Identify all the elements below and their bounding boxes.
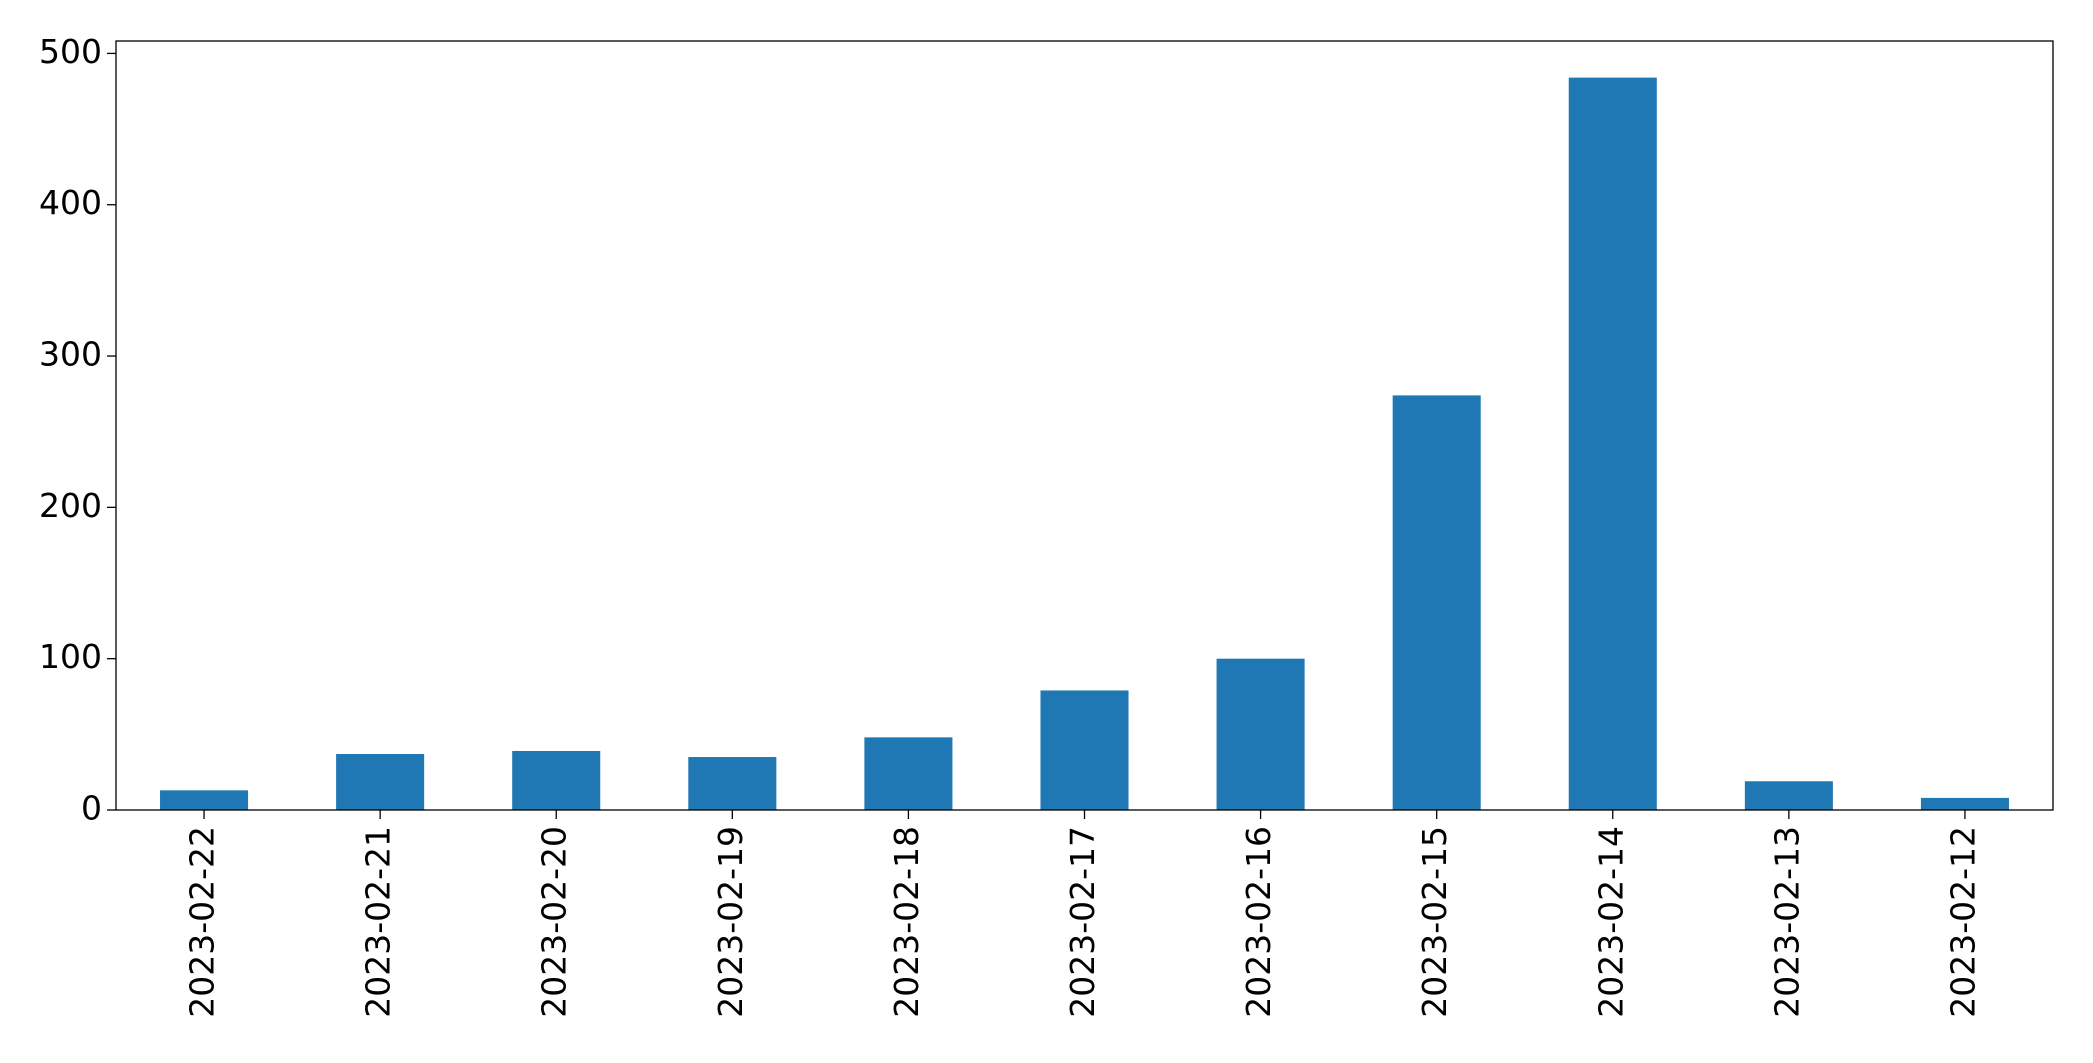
y-tick-label: 400	[39, 183, 102, 222]
y-tick-label: 500	[39, 32, 102, 71]
bar	[1040, 690, 1129, 810]
y-tick-label: 300	[39, 335, 102, 374]
y-tick-label: 200	[39, 486, 102, 525]
bar	[864, 737, 953, 810]
y-tick-label: 0	[81, 789, 102, 828]
x-tick-label: 2023-02-14	[1591, 826, 1630, 1018]
x-tick-label: 2023-02-16	[1239, 826, 1278, 1018]
bar	[688, 757, 777, 810]
bar	[1744, 781, 1833, 810]
y-tick-label: 100	[39, 637, 102, 676]
bar	[1392, 395, 1481, 810]
x-tick-label: 2023-02-12	[1943, 826, 1982, 1018]
bar	[1568, 77, 1657, 811]
x-tick-label: 2023-02-13	[1767, 826, 1806, 1018]
bar	[336, 754, 425, 810]
x-tick-label: 2023-02-21	[359, 826, 398, 1018]
bar	[1216, 658, 1305, 810]
plot-frame	[115, 40, 2054, 811]
x-tick-label: 2023-02-22	[183, 826, 222, 1018]
bar	[1920, 797, 2009, 810]
x-tick-label: 2023-02-15	[1415, 826, 1454, 1018]
bar	[512, 750, 601, 810]
bar	[160, 790, 249, 810]
x-tick-label: 2023-02-17	[1063, 826, 1102, 1018]
x-tick-label: 2023-02-19	[711, 826, 750, 1018]
x-tick-label: 2023-02-18	[887, 826, 926, 1018]
x-tick-label: 2023-02-20	[535, 826, 574, 1018]
